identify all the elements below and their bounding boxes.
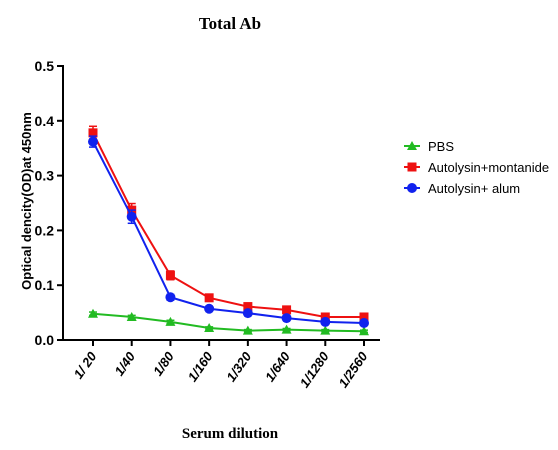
data-point	[88, 128, 98, 138]
data-point	[243, 302, 253, 312]
x-tick-label: 1/ 20	[71, 348, 100, 381]
legend-marker	[407, 183, 417, 193]
x-tick-label: 1/160	[185, 348, 216, 384]
data-point	[320, 316, 331, 327]
axes: 0.0 0.1 0.2 0.3 0.4 0.5 1/ 20 1/40 1/80 1/160 1/32…	[35, 58, 380, 390]
data-point	[282, 305, 292, 315]
x-tick-label: 1/40	[111, 348, 138, 378]
data-point	[165, 292, 176, 303]
y-tick-label: 0.3	[35, 168, 55, 184]
data-point	[204, 322, 215, 332]
legend-marker	[407, 162, 417, 172]
data-point	[88, 136, 98, 147]
y-tick-label: 0.1	[35, 277, 55, 293]
series-layer	[88, 125, 369, 336]
legend-marker	[407, 141, 417, 150]
legend-label: PBS	[428, 139, 454, 154]
x-tick-label: 1/320	[223, 348, 254, 384]
legend-item: Autolysin+montanide	[404, 160, 549, 175]
y-tick-label: 0.5	[35, 58, 55, 74]
data-point	[242, 325, 253, 335]
legend: PBS Autolysin+montanide Autolysin+ alum	[404, 139, 549, 196]
data-point	[281, 313, 292, 324]
data-point	[242, 308, 253, 319]
series-0	[88, 308, 369, 336]
x-tick-label: 1/640	[262, 348, 293, 384]
data-point	[165, 270, 175, 280]
x-tick-label: 1/1280	[297, 348, 333, 390]
data-point	[320, 325, 331, 335]
y-tick-label: 0.4	[35, 113, 55, 129]
data-point	[359, 326, 369, 336]
legend-item: Autolysin+ alum	[404, 181, 520, 196]
chart-title: Total Ab	[199, 14, 261, 33]
y-axis-label: Optical dencity(OD)at 450nm	[19, 112, 34, 290]
x-tick-label: 1/80	[150, 348, 177, 378]
legend-label: Autolysin+montanide	[428, 160, 549, 175]
series-2	[88, 135, 369, 329]
series-line	[92, 132, 364, 318]
data-point	[126, 311, 137, 321]
x-axis-label: Serum dilution	[182, 426, 279, 442]
x-tick-label: 1/2560	[335, 348, 371, 390]
series-line	[92, 312, 365, 333]
y-tick-label: 0.2	[35, 222, 55, 238]
data-point	[359, 312, 369, 322]
legend-item: PBS	[404, 139, 454, 154]
y-tick-label: 0.0	[35, 332, 55, 348]
series-line	[92, 141, 365, 325]
data-point	[88, 308, 98, 318]
data-point	[165, 316, 176, 326]
data-point	[204, 303, 215, 314]
data-point	[281, 324, 292, 334]
data-point	[204, 293, 214, 303]
legend-label: Autolysin+ alum	[428, 181, 520, 196]
data-point	[359, 318, 369, 329]
data-point	[126, 211, 137, 222]
